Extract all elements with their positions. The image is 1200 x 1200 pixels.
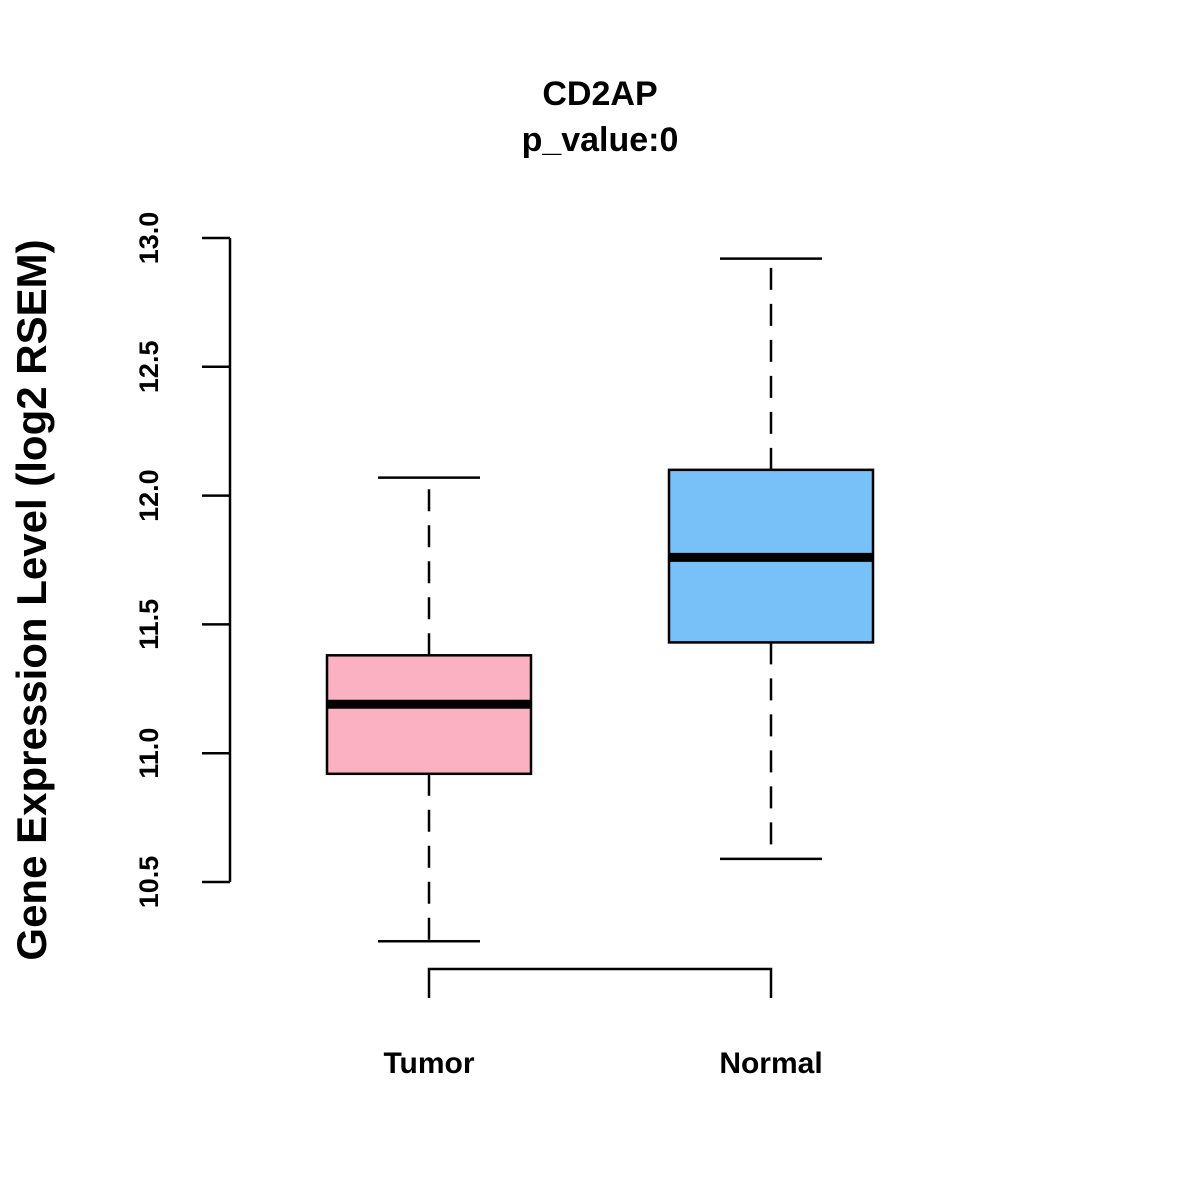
y-tick-label: 10.5 [134,856,164,909]
x-label-tumor: Tumor [383,1047,474,1080]
x-label-normal: Normal [719,1047,822,1080]
boxes-group [325,257,875,943]
y-tick-label: 13.0 [134,212,164,265]
bracket-line [427,967,773,998]
y-tick-label: 11.5 [134,599,164,650]
box-tumor [325,476,533,943]
y-axis: 10.5 11.0 11.5 12.0 12.5 13.0 [134,212,232,909]
y-tick-label: 12.0 [134,469,164,522]
y-axis-label: Gene Expression Level (log2 RSEM) [8,239,55,960]
chart-title: CD2AP [542,75,657,113]
iqr-box [325,654,533,776]
comparison-bracket [427,967,773,998]
y-tick-label: 12.5 [134,341,164,394]
chart-subtitle: p_value:0 [522,121,679,159]
x-axis-labels: Tumor Normal [383,1047,822,1080]
box-normal [667,257,875,861]
y-tick-label: 11.0 [134,728,164,779]
